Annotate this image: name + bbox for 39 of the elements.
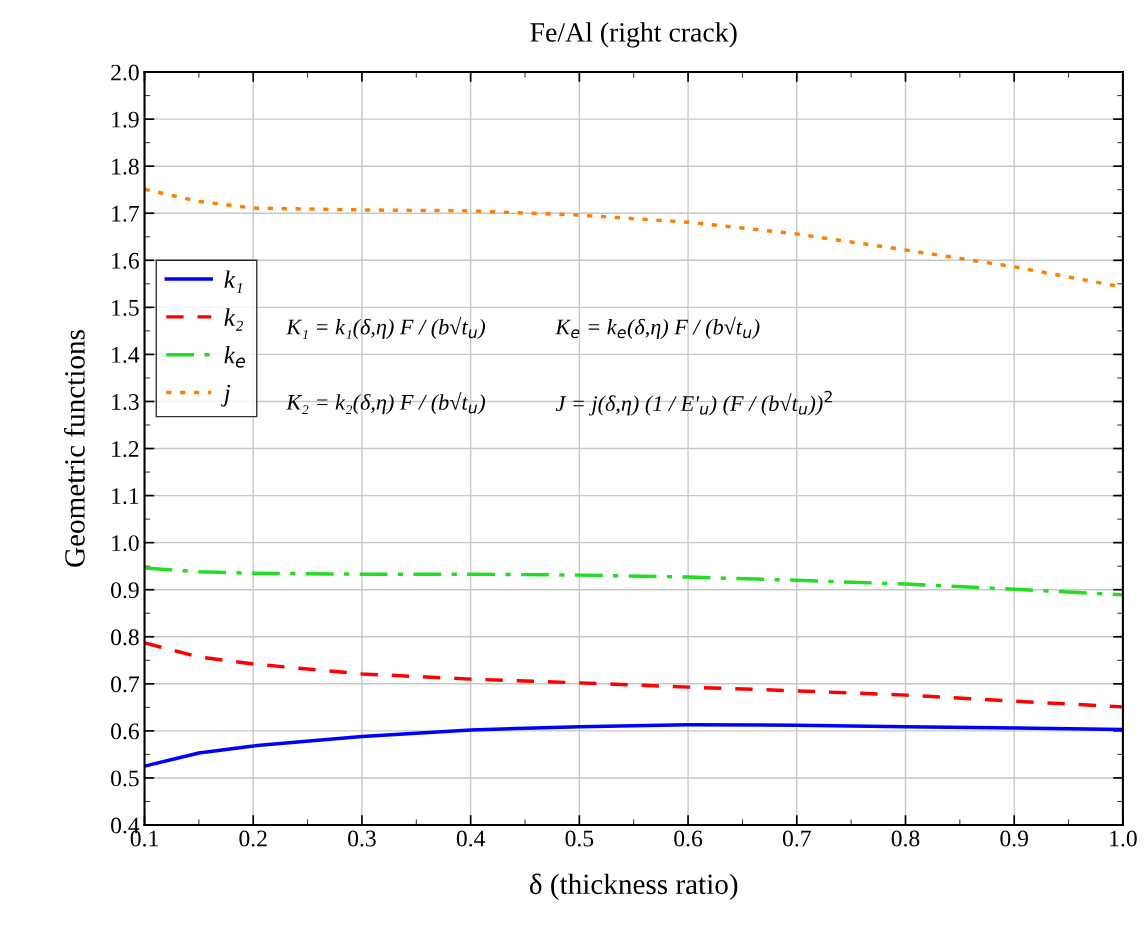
x-tick-label: 0.5	[565, 830, 594, 847]
y-tick-label: 1.2	[112, 441, 139, 458]
y-tick-label: 1.0	[112, 535, 139, 552]
y-tick-label: 0.8	[111, 629, 139, 646]
y-tick-label: 0.5	[111, 770, 139, 787]
x-tick-label: 0.6	[674, 830, 703, 847]
annotation: K₂ = k₂(δ,η) F / (b√t$_{u}$)	[286, 392, 486, 415]
annotation: J = j(δ,η) (1 / E'$_{u}$) (F / (b√t$_{u}$))$^{2}$	[555, 390, 832, 416]
legend-label: k₁	[224, 270, 242, 293]
y-tick-label: 0.6	[111, 723, 139, 740]
line-series	[144, 566, 1123, 597]
annotation: K$_{e}$ = k$_{e}$(δ,η) F / (b√t$_{u}$)	[555, 316, 760, 340]
y-tick-label: 1.6	[112, 252, 139, 269]
legend-label: k$_{e}$	[224, 345, 246, 368]
chart-title: Fe/Al (right crack)	[530, 22, 737, 48]
x-axis-title: δ (thickness ratio)	[529, 873, 738, 901]
y-axis-title: Geometric functions	[63, 330, 85, 567]
y-tick-label: 2.0	[111, 64, 139, 81]
x-tick-label: 0.3	[348, 830, 376, 847]
y-tick-label: 1.7	[112, 205, 139, 222]
line-series	[144, 641, 1123, 709]
y-tick-label: 0.9	[111, 582, 139, 599]
line-series	[144, 723, 1123, 768]
y-tick-label: 1.1	[112, 488, 139, 505]
x-tick-label: 0.4	[456, 830, 486, 847]
legend-label: k₂	[224, 308, 243, 331]
x-tick-label: 0.2	[239, 830, 267, 847]
y-tick-label: 1.4	[112, 347, 140, 363]
y-tick-label: 1.8	[112, 158, 139, 175]
y-tick-label: 0.7	[111, 676, 139, 693]
legend-label: j	[221, 384, 231, 407]
x-tick-label: 0.9	[1000, 830, 1028, 847]
annotation: K₁ = k₁(δ,η) F / (b√t$_{u}$)	[286, 316, 486, 340]
x-tick-label: 0.8	[891, 830, 920, 847]
x-tick-label: 0.7	[782, 830, 811, 847]
y-tick-label: 1.5	[112, 299, 139, 316]
x-tick-label: 1.0	[1110, 830, 1137, 847]
y-tick-label: 1.9	[112, 111, 139, 128]
y-tick-label: 1.3	[112, 394, 139, 410]
